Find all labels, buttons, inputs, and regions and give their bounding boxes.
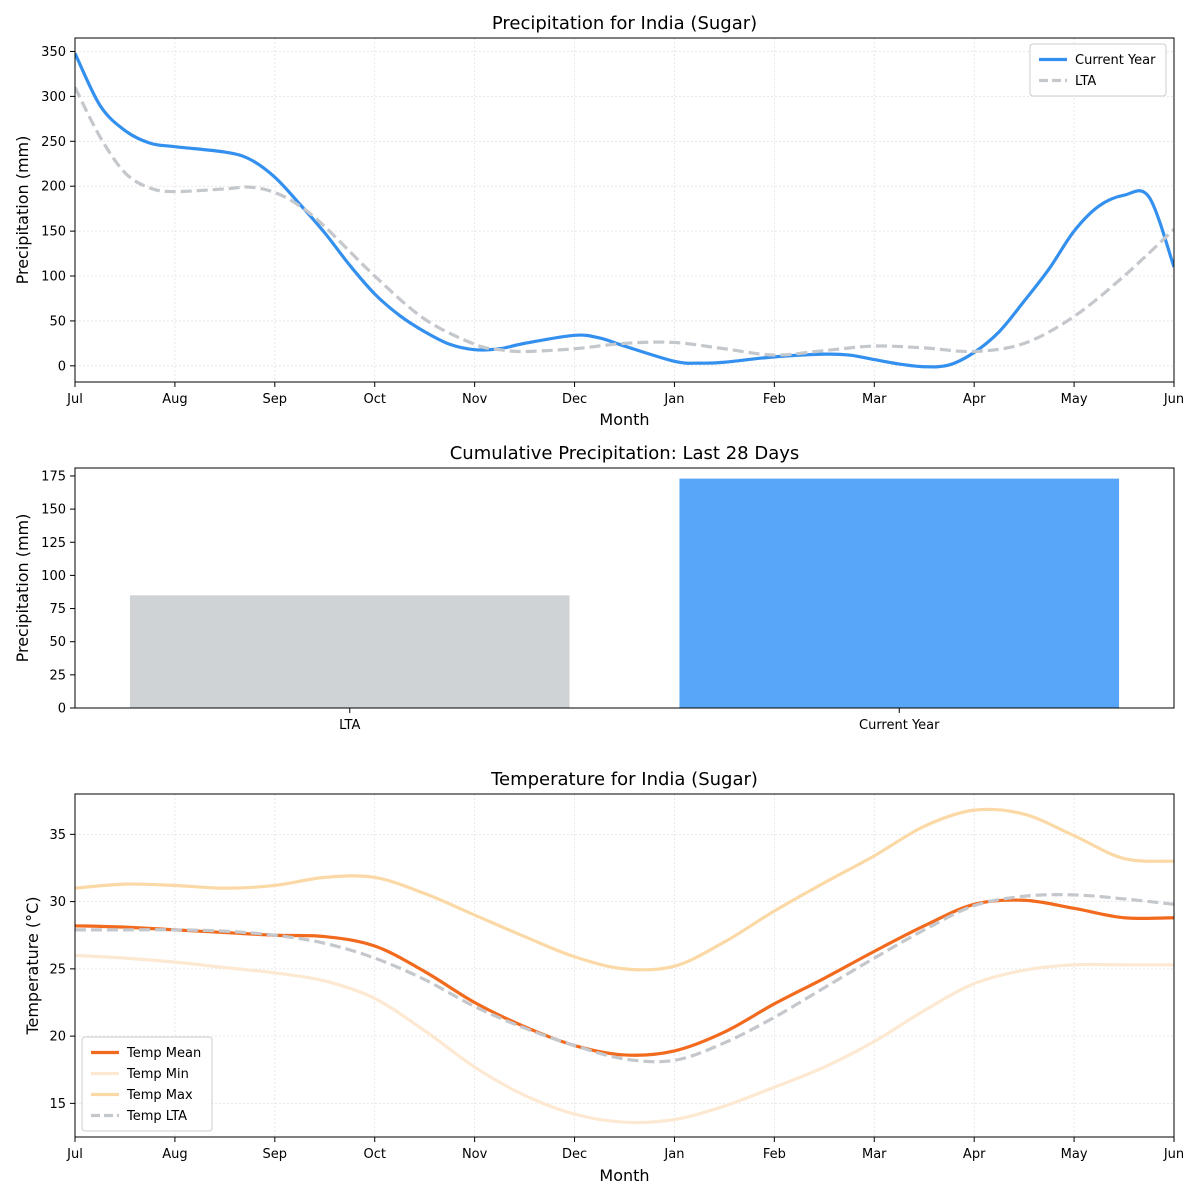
x-tick-label: Aug [162, 1147, 187, 1162]
x-tick-label: Dec [562, 1147, 587, 1162]
plot-frame [74, 467, 1175, 709]
x-tick-label: Jun [1163, 392, 1184, 407]
x-axis-label: Month [599, 410, 649, 429]
y-tick-label: 0 [58, 702, 66, 717]
y-tick-label: 35 [49, 828, 66, 843]
legend-label: Temp LTA [126, 1109, 187, 1124]
y-tick-label: 25 [49, 668, 66, 683]
y-tick-label: 250 [41, 135, 66, 150]
x-tick-label: Jan [663, 392, 684, 407]
x-axis-label: Month [599, 1166, 649, 1185]
x-tick-label: Sep [263, 1147, 288, 1162]
chart-title: Precipitation for India (Sugar) [492, 13, 757, 34]
series-group [75, 52, 1174, 369]
series-line-lta [75, 86, 1174, 357]
x-tick-label: May [1061, 392, 1088, 407]
y-tick-label: 0 [58, 359, 66, 374]
series-line-temp-lta [75, 893, 1174, 1064]
x-tick-label: Jul [66, 392, 83, 407]
x-tick-label: Oct [363, 1147, 385, 1162]
y-tick-label: 25 [49, 962, 66, 977]
y-axis-label: Precipitation (mm) [13, 136, 32, 285]
y-tick-label: 125 [41, 536, 66, 551]
series-line-temp-max [75, 807, 1174, 972]
x-tick-label: Feb [763, 1147, 786, 1162]
x-tick-label: Nov [462, 392, 488, 407]
y-tick-label: 100 [41, 270, 66, 285]
legend: Temp Mean Temp Min Temp Max Temp LTA [81, 1036, 213, 1132]
legend: Current Year LTA [1029, 43, 1167, 97]
y-tick-label: 175 [41, 469, 66, 484]
x-tick-label: Feb [763, 392, 786, 407]
y-tick-label: 150 [41, 225, 66, 240]
legend-label: LTA [1075, 74, 1096, 89]
y-axis-label: Temperature (°C) [23, 896, 42, 1035]
chart-title: Cumulative Precipitation: Last 28 Days [450, 443, 800, 464]
y-tick-label: 15 [49, 1097, 66, 1112]
legend-box [1029, 43, 1167, 97]
gridlines [74, 38, 1175, 382]
y-axis-label: Precipitation (mm) [13, 514, 32, 663]
cumulative-precipitation-bar-chart: LTA Current Year 0 25 50 75 100 125 150 175 Cumula… [13, 443, 1175, 733]
legend-box [81, 1036, 213, 1132]
y-tick-label: 200 [41, 180, 66, 195]
legend-label: Temp Mean [126, 1046, 201, 1061]
x-tick-label: Sep [263, 392, 288, 407]
x-tick-label: May [1061, 1147, 1088, 1162]
y-tick-label: 75 [49, 602, 66, 617]
y-tick-label: 50 [49, 635, 66, 650]
y-tick-label: 150 [41, 503, 66, 518]
x-tick-label: Apr [963, 1147, 986, 1162]
y-tick-label: 20 [49, 1030, 66, 1045]
legend-label: Temp Min [126, 1067, 189, 1082]
series-group [75, 807, 1174, 1125]
y-tick-label: 50 [49, 314, 66, 329]
precipitation-line-chart: Jul Aug Sep Oct Nov Dec Jan Feb Mar Apr May Jun 0 50 1… [13, 13, 1184, 429]
bar-lta [129, 595, 570, 708]
y-tick-label: 30 [49, 895, 66, 910]
series-line-temp-min [75, 953, 1174, 1125]
plot-frame [74, 793, 1175, 1138]
plot-frame [74, 37, 1175, 383]
y-tick-label: 350 [41, 45, 66, 60]
y-tick-label: 100 [41, 569, 66, 584]
series-line-temp-mean [75, 898, 1174, 1057]
x-tick-label: Current Year [859, 718, 940, 733]
x-tick-label: Apr [963, 392, 986, 407]
legend-label: Temp Max [126, 1088, 193, 1103]
x-tick-label: Aug [162, 392, 187, 407]
x-tick-label: Mar [862, 392, 887, 407]
temperature-line-chart: Jul Aug Sep Oct Nov Dec Jan Feb Mar Apr May Jun 15 20… [23, 769, 1184, 1185]
chart-title: Temperature for India (Sugar) [490, 769, 758, 790]
x-tick-label: Jul [66, 1147, 83, 1162]
x-tick-label: Dec [562, 392, 587, 407]
x-tick-label: Jan [663, 1147, 684, 1162]
x-tick-label: Oct [363, 392, 385, 407]
bar-current-year [679, 478, 1120, 708]
x-tick-label: Mar [862, 1147, 887, 1162]
series-line-current-year [75, 52, 1174, 369]
x-tick-label: LTA [339, 718, 360, 733]
gridlines [74, 794, 1175, 1137]
x-tick-label: Jun [1163, 1147, 1184, 1162]
legend-label: Current Year [1075, 53, 1156, 68]
x-tick-label: Nov [462, 1147, 488, 1162]
y-tick-label: 300 [41, 90, 66, 105]
